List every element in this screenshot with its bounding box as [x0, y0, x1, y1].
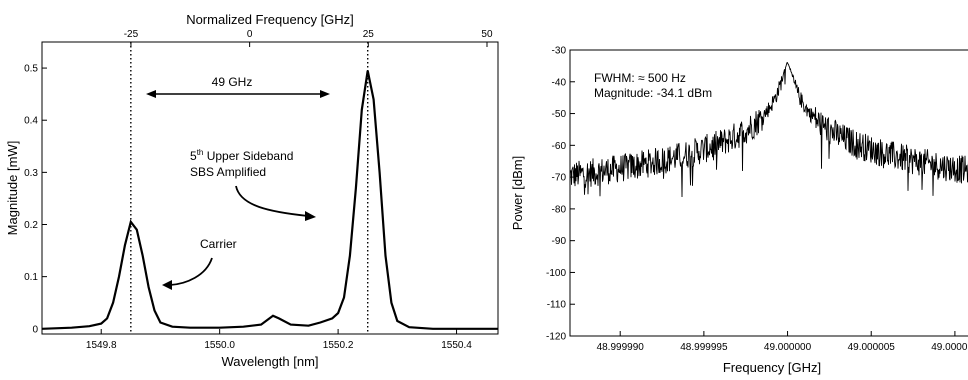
fwhm-annotation: FWHM: ≈ 500 Hz: [594, 71, 686, 85]
carrier-label: Carrier: [200, 237, 237, 251]
sideband-label-line2: SBS Amplified: [190, 165, 266, 179]
magnitude-annotation: Magnitude: -34.1 dBm: [594, 86, 712, 100]
y-tick-label: -120: [546, 332, 566, 343]
x-axis-ticks-right: 48.999990 48.999995 49.000000 49.000005 49.0…: [597, 331, 968, 353]
x-tick-label: 1550.2: [323, 340, 354, 351]
sideband-number: 5: [190, 149, 197, 163]
sideband-text: Upper Sideband: [203, 149, 293, 163]
x-tick-label: 1549.8: [86, 340, 117, 351]
top-tick-label: 25: [363, 29, 375, 40]
spectrum-line-right: [569, 62, 968, 198]
x-tick-label: 48.999995: [680, 342, 728, 353]
y-tick-label: -90: [552, 236, 567, 247]
top-tick-label: 50: [481, 29, 493, 40]
x-axis-title-left: Wavelength [nm]: [221, 354, 318, 369]
y-tick-label: 0.4: [24, 116, 38, 127]
x-axis-ticks-left: 1549.8 1550.0 1550.2 1550.4: [86, 329, 472, 351]
sideband-superscript: th: [197, 148, 204, 157]
spacing-label: 49 GHz: [212, 75, 253, 89]
sideband-arrow: [235, 185, 316, 221]
y-tick-label: 0: [32, 324, 38, 335]
y-tick-label: -40: [552, 77, 567, 88]
chart-right: -120 -110 -100 -90 -80 -70 -60 -50 -40 -30 48.999…: [510, 46, 968, 375]
dotted-markers: [130, 42, 369, 334]
y-tick-label: -60: [552, 141, 567, 152]
carrier-arrow: [162, 257, 213, 290]
y-tick-label: -70: [552, 173, 567, 184]
y-tick-label: -50: [552, 109, 567, 120]
top-tick-label: -25: [124, 29, 139, 40]
y-tick-label: 0.5: [24, 64, 38, 75]
plot-frame-left: [41, 41, 499, 335]
y-tick-label: -110: [547, 300, 567, 311]
y-tick-label: -80: [552, 204, 567, 215]
y-tick-label: -100: [546, 268, 566, 279]
y-tick-label: 0.2: [24, 220, 38, 231]
y-axis-title-right: Power [dBm]: [510, 156, 525, 230]
y-tick-label: -30: [552, 46, 567, 57]
x-tick-label: 1550.0: [204, 340, 235, 351]
top-axis-title: Normalized Frequency [GHz]: [186, 12, 354, 27]
spectrum-line-left: [41, 70, 498, 330]
top-tick-label: 0: [247, 29, 253, 40]
y-axis-ticks-right: -120 -110 -100 -90 -80 -70 -60 -50 -40 -30: [546, 46, 575, 343]
x-tick-label: 48.999990: [597, 342, 645, 353]
y-tick-label: 0.1: [24, 272, 38, 283]
x-tick-label: 49.000005: [848, 342, 896, 353]
y-axis-ticks-left: 0 0.1 0.2 0.3 0.4 0.5: [24, 64, 47, 335]
x-tick-label: 49.000000: [764, 342, 812, 353]
top-axis-ticks: -25 0 25 50: [124, 29, 493, 47]
x-tick-label: 49.000010: [931, 342, 968, 353]
sideband-label: 5th Upper Sideband: [190, 148, 293, 163]
x-axis-title-right: Frequency [GHz]: [723, 360, 821, 375]
chart-left: Normalized Frequency [GHz] -25 0 25 50 0 0.1…: [5, 12, 499, 369]
plot-frame-right: [569, 49, 968, 337]
y-axis-title-left: Magnitude [mW]: [5, 141, 20, 236]
y-tick-label: 0.3: [24, 168, 38, 179]
x-tick-label: 1550.4: [441, 340, 472, 351]
spacing-arrow: [146, 90, 330, 98]
